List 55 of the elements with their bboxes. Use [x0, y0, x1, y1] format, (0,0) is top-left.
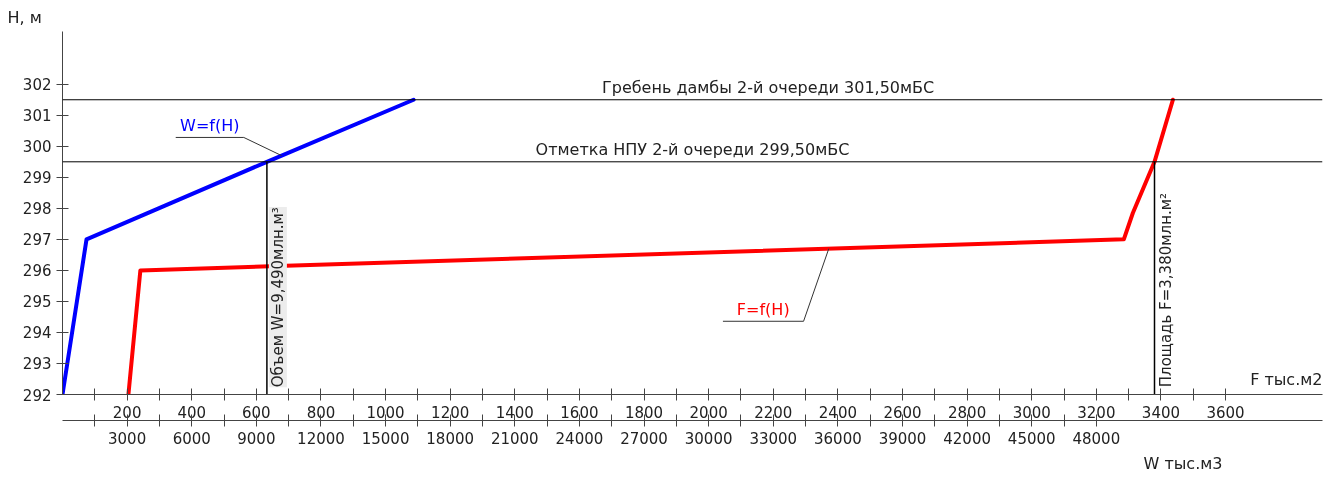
- ref-line-label: Площадь F=3,380млн.м²: [1156, 192, 1175, 388]
- x-tick-label: 200: [112, 403, 142, 422]
- x2-tick-label: 21000: [490, 429, 539, 448]
- x2-tick-label: 30000: [684, 429, 733, 448]
- ref-line-label: Объем W=9,490млн.м³: [268, 207, 287, 388]
- y-tick-label: 295: [22, 293, 52, 312]
- y-tick-label: 298: [22, 200, 52, 219]
- y-tick-label: 296: [22, 262, 52, 281]
- x2-tick-label: 3000: [108, 429, 147, 448]
- x-tick-label: 2800: [948, 403, 987, 422]
- x-tick-label: 2000: [689, 403, 728, 422]
- x-tick-label: 800: [306, 403, 336, 422]
- ref-line-label: Отметка НПУ 2-й очереди 299,50мБС: [535, 139, 850, 159]
- x2-tick-label: 12000: [297, 429, 345, 448]
- x2-tick-label: 18000: [426, 429, 475, 448]
- x-tick-label: 1800: [624, 403, 664, 422]
- x-tick-label: 600: [242, 403, 271, 422]
- x-tick-label: 400: [177, 403, 207, 422]
- x-tick-label: 2400: [818, 403, 857, 422]
- y-tick-label: 294: [22, 324, 52, 343]
- x2-tick-label: 33000: [749, 429, 798, 448]
- y-tick-label: 299: [22, 169, 52, 188]
- x-tick-label: 2600: [883, 403, 922, 422]
- x2-tick-label: 45000: [1007, 429, 1056, 448]
- x2-tick-label: 39000: [878, 429, 927, 448]
- line-series: [126, 97, 1175, 395]
- y-tick-label: 301: [22, 107, 52, 126]
- x-axis-title: F тыс.м2: [1250, 369, 1323, 389]
- x-tick-label: 1000: [366, 403, 405, 422]
- y-tick-label: 293: [22, 355, 52, 374]
- x2-tick-label: 48000: [1072, 429, 1121, 448]
- ref-line-label: Гребень дамбы 2-й очереди 301,50мБС: [601, 77, 935, 97]
- x2-tick-label: 6000: [172, 429, 211, 448]
- y-tick-label: 297: [22, 231, 52, 250]
- y-tick-label: 300: [22, 138, 52, 157]
- x2-axis-title: W тыс.м3: [1143, 453, 1223, 473]
- text: W=f(H): [180, 116, 240, 136]
- x-tick-label: 1400: [495, 403, 534, 422]
- x-tick-label: 3600: [1206, 403, 1245, 422]
- x-tick-label: 1200: [431, 403, 470, 422]
- x-tick-label: 1600: [560, 403, 599, 422]
- x2-tick-label: 24000: [555, 429, 604, 448]
- x-tick-label: 2200: [754, 403, 793, 422]
- y-tick-label: 292: [22, 386, 52, 405]
- y-axis-title: H, м: [7, 7, 42, 27]
- x2-tick-label: 15000: [361, 429, 410, 448]
- x-tick-label: 3400: [1141, 403, 1181, 422]
- x2-tick-label: 42000: [943, 429, 991, 448]
- y-tick-label: 302: [22, 76, 52, 95]
- x-tick-label: 3200: [1077, 403, 1116, 422]
- text: F=f(H): [736, 300, 790, 320]
- x-tick-label: 3000: [1012, 403, 1051, 422]
- x2-tick-label: 36000: [814, 429, 862, 448]
- x2-tick-label: 9000: [237, 429, 276, 448]
- x2-tick-label: 27000: [620, 429, 668, 448]
